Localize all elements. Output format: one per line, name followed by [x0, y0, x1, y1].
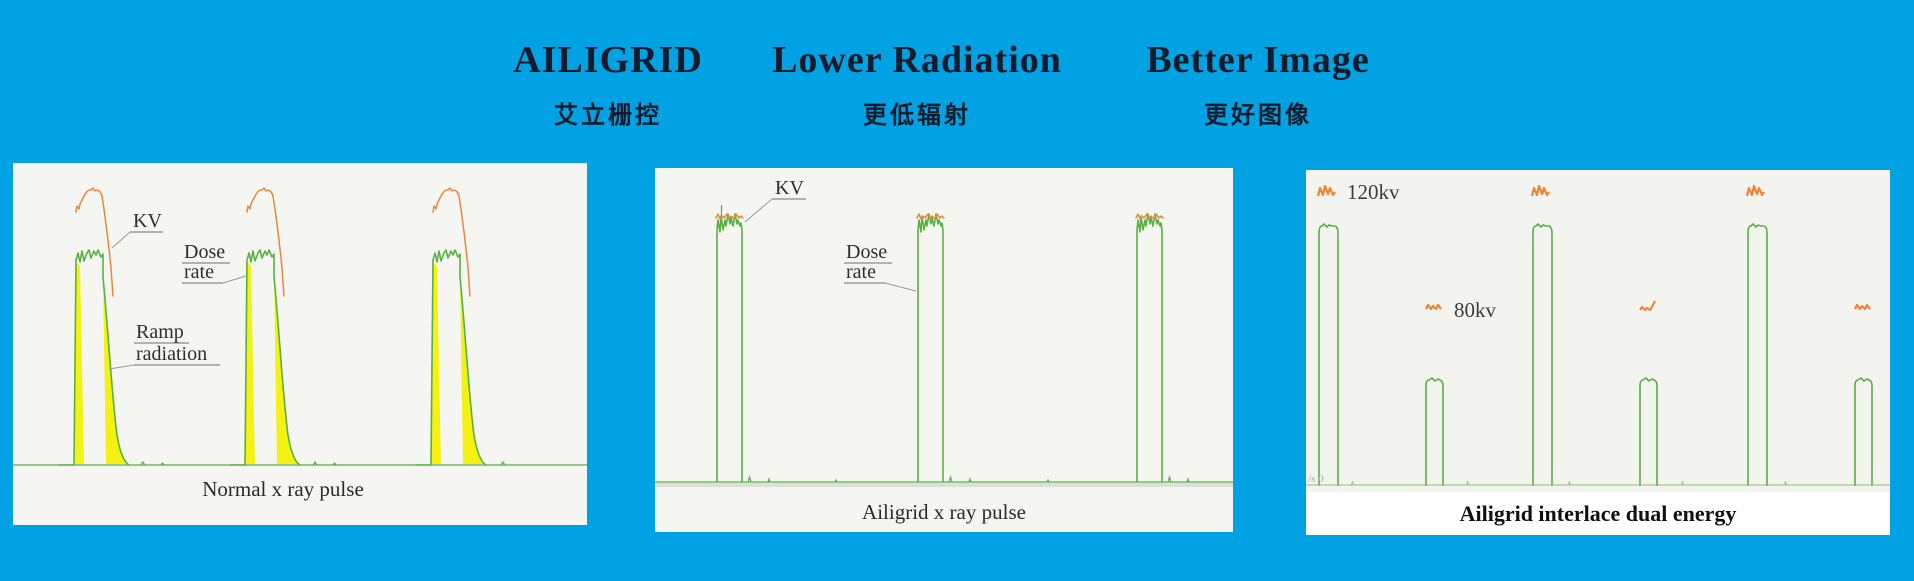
- label-kv: KV: [111, 210, 163, 249]
- dose-rate-pulse: [1136, 213, 1163, 483]
- pulse-group-1: [58, 187, 130, 466]
- header-subtitle-better-image: 更好图像: [1204, 102, 1312, 129]
- normal-pulse-chart: KV Dose rate Ramp radiation Normal x ray…: [13, 187, 587, 501]
- ramp-radiation-fall-fill: [103, 277, 129, 464]
- ramp-label-line1: Ramp: [136, 321, 184, 343]
- pulse-80kv-1: [1425, 303, 1444, 486]
- square-pulse-3: [1135, 213, 1164, 483]
- dose-rate-pulse: [917, 213, 944, 483]
- kv-noise-trace: [916, 213, 945, 220]
- header-subtitle-ailigrid: 艾立栅控: [553, 102, 662, 129]
- pulse-120kv-1: [1316, 184, 1339, 486]
- kv-noise-trace: [1135, 213, 1164, 220]
- caption-strip: [1306, 492, 1890, 535]
- dose-label-line1: Dose: [184, 241, 225, 263]
- header-col-ailigrid: AILIGRID 艾立栅控: [513, 38, 703, 130]
- header-col-lower-radiation: Lower Radiation 更低辐射: [772, 38, 1062, 130]
- dose-pulse-tall: [1532, 223, 1553, 486]
- panel-dual-energy: 120kv 80kv /s 0 Ailigrid interlace dual …: [1306, 170, 1890, 535]
- label-dose-rate: Dose rate: [844, 241, 917, 292]
- ramp-label-line2: radiation: [136, 343, 207, 365]
- panel-normal-xray-pulse: KV Dose rate Ramp radiation Normal x ray…: [13, 163, 587, 525]
- kv120-marker-squiggle: [1530, 184, 1550, 197]
- square-pulse-2: [916, 213, 945, 483]
- baseline-noise: [747, 474, 1190, 483]
- dose-pulse-tall: [1747, 223, 1768, 486]
- kv-leader-line: [744, 198, 773, 223]
- header-col-better-image: Better Image 更好图像: [1146, 38, 1369, 130]
- dose-label-line1: Dose: [846, 241, 887, 263]
- dose-pulse-tall: [1318, 223, 1339, 486]
- ramp-leader-line: [108, 364, 135, 370]
- kv120-marker-squiggle: [1316, 184, 1336, 197]
- ramp-radiation-rise-fill: [245, 262, 255, 464]
- dose-label-line2: rate: [184, 261, 214, 283]
- kv120-label: 120kv: [1347, 180, 1400, 204]
- square-pulse-1: [715, 205, 744, 483]
- baseline-noise: [1350, 480, 1788, 486]
- kv-curve: [432, 187, 471, 297]
- kv-leader-line: [111, 231, 131, 249]
- kv80-marker-squiggle: [1639, 300, 1656, 312]
- pulse-80kv-3: [1854, 303, 1873, 486]
- pulse-80kv-2: [1639, 300, 1658, 486]
- header-title-ailigrid: AILIGRID: [513, 39, 703, 81]
- dose-pulse-short: [1639, 377, 1658, 486]
- dose-leader-line: [222, 275, 247, 284]
- panel-caption: Ailigrid interlace dual energy: [1460, 501, 1737, 526]
- dose-pulse-short: [1425, 377, 1444, 486]
- ramp-radiation-fall-fill: [460, 277, 486, 464]
- dose-leader-line: [884, 282, 917, 292]
- header-title-lower-radiation: Lower Radiation: [772, 39, 1062, 81]
- kv-label-text: KV: [133, 210, 162, 232]
- baseline-noise: [140, 460, 506, 466]
- panel-caption: Normal x ray pulse: [202, 477, 364, 501]
- panel-caption: Ailigrid x ray pulse: [862, 500, 1026, 524]
- kv-curve: [246, 187, 285, 297]
- kv80-marker-squiggle: [1854, 303, 1871, 311]
- kv80-marker-squiggle: [1425, 303, 1442, 311]
- ailigrid-pulse-chart: KV Dose rate Ailigrid x ray pulse: [655, 177, 1233, 524]
- panel-ailigrid-xray-pulse: KV Dose rate Ailigrid x ray pulse: [655, 168, 1233, 532]
- label-dose-rate: Dose rate: [182, 241, 247, 284]
- kv-curve: [75, 187, 114, 297]
- dose-pulse-short: [1854, 377, 1873, 486]
- ramp-radiation-fall-fill: [274, 277, 300, 464]
- dose-rate-curve: [415, 249, 487, 466]
- kv-label-text: KV: [775, 177, 804, 199]
- label-kv: KV: [744, 177, 806, 223]
- ramp-radiation-rise-fill: [74, 262, 84, 464]
- dual-energy-chart: 120kv 80kv /s 0 Ailigrid interlace dual …: [1306, 180, 1890, 535]
- kv120-marker-squiggle: [1745, 184, 1765, 197]
- pulse-group-2: [229, 187, 301, 466]
- dose-rate-curve: [58, 249, 130, 466]
- ramp-radiation-rise-fill: [431, 262, 441, 464]
- kv-noise-trace: [715, 213, 744, 220]
- dose-label-line2: rate: [846, 261, 876, 283]
- header-subtitle-lower-radiation: 更低辐射: [862, 102, 971, 129]
- baseline-divider: [655, 483, 1233, 487]
- dose-rate-pulse: [716, 213, 743, 483]
- header-title-better-image: Better Image: [1146, 39, 1370, 81]
- pulse-120kv-3: [1745, 184, 1768, 486]
- kv80-label: 80kv: [1454, 298, 1497, 322]
- scope-residue-text: /s 0: [1308, 473, 1324, 485]
- dose-rate-curve: [229, 249, 301, 466]
- pulse-120kv-2: [1530, 184, 1553, 486]
- pulse-group-3: [415, 187, 487, 466]
- label-ramp-radiation: Ramp radiation: [108, 321, 220, 370]
